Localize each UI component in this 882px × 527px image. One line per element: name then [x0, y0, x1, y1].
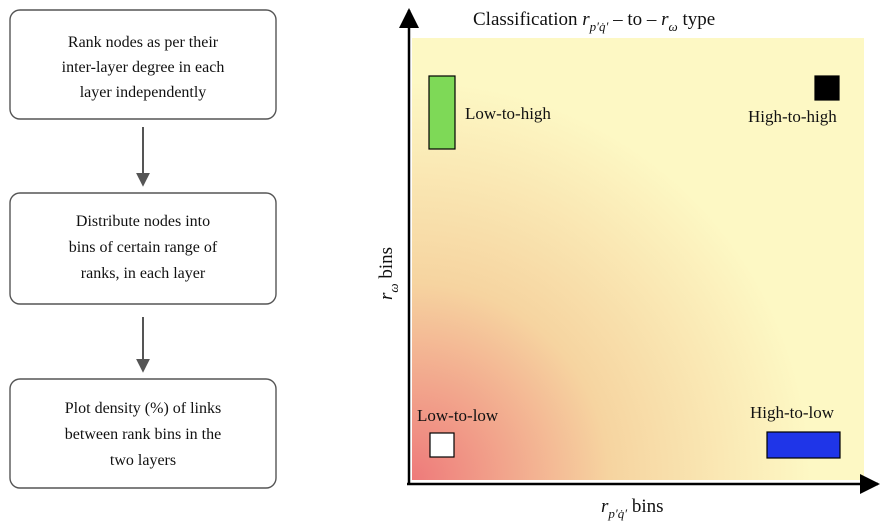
- flow-step-2-box: [9, 192, 277, 305]
- x-axis-label: rp′q̇′ bins: [601, 496, 664, 521]
- flow-step-1-line-3: layer independently: [80, 84, 207, 101]
- y-axis-label-sub: ω: [386, 283, 401, 292]
- flow-step-2: Distribute nodes into bins of certain ra…: [9, 192, 277, 305]
- flow-step-3-line-1: Plot density (%) of links: [65, 400, 221, 417]
- flow-step-1-box: [9, 9, 277, 120]
- flow-step-1: Rank nodes as per their inter-layer degr…: [9, 9, 277, 120]
- flow-step-2-line-2: bins of certain range of: [69, 239, 218, 256]
- quadrant-high-to-high: High-to-high: [748, 75, 840, 126]
- flow-step-3: Plot density (%) of links between rank b…: [9, 378, 277, 489]
- flow-step-1-line-2: inter-layer degree in each: [62, 59, 225, 76]
- flow-step-3-box: [9, 378, 277, 489]
- low-to-high-label: Low-to-high: [465, 104, 551, 123]
- flow-step-3-line-3: two layers: [110, 452, 176, 469]
- y-axis-label-var: r: [376, 292, 397, 300]
- classification-plot: Classification rp′q̇′ – to – rω type rp′…: [376, 8, 880, 521]
- high-to-high-label: High-to-high: [748, 107, 837, 126]
- y-axis-label: rω bins: [376, 247, 401, 300]
- plot-title-var1-sub: p′q̇′: [589, 19, 609, 34]
- flow-step-2-line-1: Distribute nodes into: [76, 213, 210, 230]
- quadrant-high-to-low: High-to-low: [750, 403, 841, 459]
- plot-title-suffix: type: [678, 9, 715, 30]
- plot-title-var2: r: [661, 9, 669, 30]
- low-to-low-label: Low-to-low: [417, 406, 499, 425]
- quadrant-low-to-low: Low-to-low: [417, 406, 499, 458]
- flow-step-1-line-1: Rank nodes as per their: [68, 34, 219, 51]
- flow-step-2-line-3: ranks, in each layer: [81, 265, 206, 282]
- plot-title: Classification rp′q̇′ – to – rω type: [473, 9, 715, 34]
- x-axis-label-sub: p′q̇′: [607, 506, 627, 521]
- plot-title-var1: r: [582, 9, 590, 30]
- high-to-low-marker: [766, 431, 841, 459]
- low-to-high-marker: [428, 75, 456, 150]
- y-axis-label-suffix: bins: [376, 247, 397, 283]
- x-axis-label-var: r: [601, 496, 609, 517]
- x-axis-label-suffix: bins: [627, 496, 663, 517]
- high-to-low-label: High-to-low: [750, 403, 835, 422]
- quadrant-low-to-high: Low-to-high: [428, 75, 551, 150]
- plot-title-middle: – to –: [608, 9, 661, 30]
- heatmap-background: [412, 38, 864, 480]
- low-to-low-marker: [429, 432, 455, 458]
- plot-title-prefix: Classification: [473, 9, 582, 30]
- high-to-high-marker: [814, 75, 840, 101]
- plot-title-var2-sub: ω: [669, 19, 678, 34]
- flow-step-3-line-2: between rank bins in the: [65, 426, 221, 443]
- flowchart: Rank nodes as per their inter-layer degr…: [9, 9, 277, 489]
